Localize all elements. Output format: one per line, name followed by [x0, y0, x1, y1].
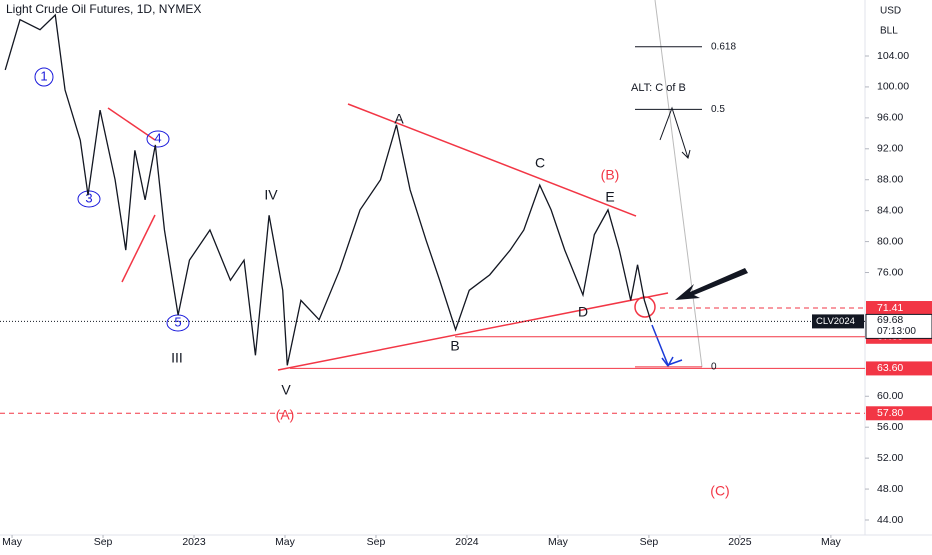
x-tick-label: May [275, 536, 296, 548]
chart-title: Light Crude Oil Futures, 1D, NYMEX [6, 2, 201, 16]
trend-line [347, 103, 637, 217]
wave-circle [34, 67, 54, 87]
x-tick-label: Sep [640, 536, 659, 548]
y-tick-label: 56.00 [877, 421, 903, 433]
price-tag-label: 71.41 [877, 302, 903, 314]
trend-line [107, 107, 156, 141]
x-tick-label: 2024 [455, 536, 479, 548]
price-line [4, 13, 652, 366]
wave-label: B [450, 338, 459, 354]
price-tag [866, 361, 932, 376]
wave-label: D [578, 304, 588, 320]
last-price-label: 69.68 [877, 314, 903, 326]
currency: USD [880, 6, 901, 17]
wave-label: (B) [601, 167, 620, 183]
y-tick-label: 80.00 [877, 235, 903, 247]
symbol-tag-label: CLV2024 [816, 316, 855, 327]
wave-label: A [394, 111, 404, 127]
y-tick-label: 44.00 [877, 514, 903, 526]
wave-label: 3 [85, 190, 92, 205]
y-tick-label: 60.00 [877, 390, 903, 402]
alt-arrow [659, 106, 689, 159]
wave-label: III [171, 350, 183, 366]
wave-circle [146, 130, 170, 148]
trend-line [277, 292, 669, 371]
fib-label: 0.618 [711, 41, 736, 52]
annotations: Light Crude Oil Futures, 1D, NYMEX USD B… [6, 2, 901, 499]
y-tick-label: 48.00 [877, 483, 903, 495]
projection-arrowhead [661, 356, 674, 368]
price-tag [866, 406, 932, 421]
x-tick-label: May [2, 536, 23, 548]
wave-label: (A) [276, 407, 295, 423]
price-tag-label: 57.80 [877, 407, 903, 419]
price-tag [866, 301, 932, 316]
fib-label: 0 [711, 362, 717, 373]
wave-label: E [605, 189, 614, 205]
y-tick-label: 100.00 [877, 81, 909, 93]
wave-label: (C) [710, 483, 729, 499]
price-tag-label: 63.60 [877, 362, 903, 374]
wave-label: 4 [154, 130, 161, 145]
last-price-tag [865, 313, 932, 339]
x-tick-label: May [548, 536, 569, 548]
y-tick-label: 88.00 [877, 174, 903, 186]
x-tick-label: 2023 [182, 536, 206, 548]
y-tick-label: 96.00 [877, 112, 903, 124]
countdown-label: 07:13:00 [877, 326, 916, 337]
x-tick-label: May [821, 536, 842, 548]
fib-label: 0.5 [711, 104, 725, 115]
x-tick-label: Sep [94, 536, 113, 548]
x-tick-label: 2025 [728, 536, 752, 548]
y-tick-label: 84.00 [877, 204, 903, 216]
wave-label: 1 [40, 68, 47, 83]
y-tick-label: 92.00 [877, 143, 903, 155]
symbol-tag [812, 314, 864, 329]
wave-label: IV [264, 187, 278, 203]
unit: BLL [880, 26, 898, 37]
alt-label: ALT: C of B [631, 82, 686, 94]
wave-label: 5 [174, 314, 181, 329]
y-tick-label: 76.00 [877, 266, 903, 278]
trend-line [654, 0, 703, 368]
projection-arrow [651, 324, 683, 366]
highlight-circle [634, 296, 656, 318]
trend-line [121, 214, 156, 283]
wave-label: V [281, 382, 291, 398]
y-tick-label: 52.00 [877, 452, 903, 464]
y-tick-label: 104.00 [877, 50, 909, 62]
x-tick-label: Sep [367, 536, 386, 548]
alt-arrowhead [681, 149, 691, 159]
pointer-arrow [675, 268, 748, 300]
wave-label: C [535, 155, 545, 171]
